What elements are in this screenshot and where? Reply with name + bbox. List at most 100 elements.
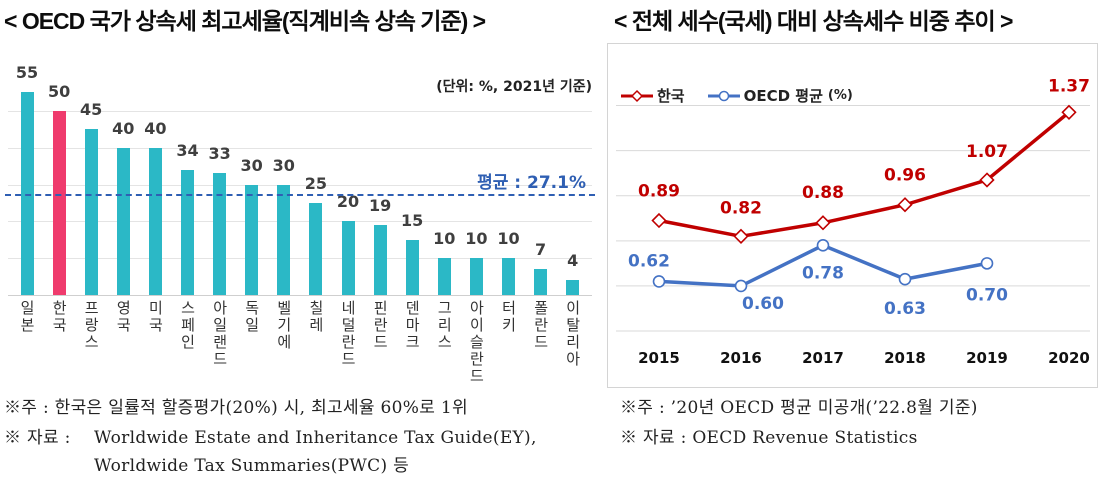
tax-rate-bar bbox=[405, 239, 419, 295]
bar-value-label: 33 bbox=[208, 144, 231, 164]
average-line bbox=[5, 194, 595, 197]
top-tax-rate-bar-chart: (단위: %, 2021년 기준) 평균 : 27.1% 55 일본 50 한국 45 프… bbox=[0, 43, 600, 393]
korea-value-label: 0.96 bbox=[884, 166, 926, 186]
oecd-value-label: 0.70 bbox=[966, 285, 1008, 305]
tax-rate-bar bbox=[181, 169, 194, 295]
korea-point-marker bbox=[1061, 104, 1077, 120]
oecd-point-marker bbox=[898, 272, 912, 286]
tax-rate-bar bbox=[84, 129, 98, 295]
bar-value-label: 50 bbox=[47, 81, 71, 101]
tax-rate-bar bbox=[116, 147, 130, 295]
korea-point-marker bbox=[979, 172, 995, 188]
oecd-value-label: 0.60 bbox=[742, 294, 784, 314]
bar-value-label: 55 bbox=[15, 63, 39, 83]
year-tick-label: 2020 bbox=[1048, 349, 1090, 367]
year-tick-label: 2019 bbox=[966, 349, 1008, 367]
circle-line-swatch-icon bbox=[707, 90, 740, 101]
tax-rate-bar bbox=[309, 202, 323, 295]
bar-value-label: 15 bbox=[401, 210, 424, 230]
country-label: 미국 bbox=[146, 300, 165, 334]
tax-rate-bar bbox=[341, 221, 355, 295]
country-label: 터키 bbox=[499, 300, 518, 334]
country-label: 이탈리아 bbox=[563, 300, 582, 368]
tax-rate-bar bbox=[20, 92, 34, 295]
tax-rate-bar bbox=[52, 110, 66, 295]
gridline bbox=[8, 221, 592, 222]
right-chart-title: < 전체 세수(국세) 대비 상속세수 비중 추이 > bbox=[614, 8, 1013, 34]
country-label: 일본 bbox=[18, 300, 36, 334]
bar-value-label: 25 bbox=[304, 173, 328, 193]
source-line-1: Worldwide Estate and Inheritance Tax Gui… bbox=[94, 428, 537, 448]
bar-value-label: 30 bbox=[240, 155, 263, 175]
oecd-value-label: 0.63 bbox=[884, 299, 926, 319]
bar-value-label: 4 bbox=[567, 251, 579, 271]
country-label: 벨기에 bbox=[274, 300, 293, 351]
bar-value-label: 10 bbox=[497, 229, 520, 249]
country-label: 칠레 bbox=[306, 300, 325, 334]
country-label: 독일 bbox=[242, 300, 261, 334]
korea-value-label: 1.07 bbox=[966, 142, 1008, 162]
legend-label-oecd: OECD 평균 bbox=[743, 87, 823, 105]
bar-value-label: 7 bbox=[535, 240, 547, 260]
bar-value-label: 30 bbox=[272, 155, 295, 175]
left-chart-title: < OECD 국가 상속세 최고세율(직계비속 상속 기준) > bbox=[4, 8, 486, 34]
oecd-value-label: 0.62 bbox=[628, 251, 670, 271]
bar-value-label: 20 bbox=[336, 192, 360, 212]
oecd-point-marker bbox=[734, 279, 748, 293]
tax-share-line-chart: 0.89 0.82 0.88 0.96 1.07 1.37 0.62 0.60 0.78 0.63… bbox=[607, 43, 1098, 388]
tax-rate-bar bbox=[213, 173, 227, 295]
oecd-point-marker bbox=[980, 257, 994, 270]
year-tick-label: 2016 bbox=[720, 349, 762, 367]
year-tick-label: 2017 bbox=[802, 349, 844, 367]
tax-rate-bar bbox=[502, 258, 515, 295]
left-footnote-source: ※ 자료 : Worldwide Estate and Inheritance … bbox=[4, 427, 602, 449]
country-label: 스페인 bbox=[178, 300, 197, 351]
source-prefix: ※ 자료 : bbox=[4, 428, 71, 448]
legend-label-korea: 한국 bbox=[657, 87, 685, 105]
left-footnote-note: ※주 : 한국은 일률적 할증평가(20%) 시, 최고세율 60%로 1위 bbox=[4, 398, 468, 418]
tax-rate-bar bbox=[437, 258, 451, 295]
korea-point-marker bbox=[815, 215, 831, 231]
legend-item-oecd: OECD 평균 (%) bbox=[707, 85, 853, 106]
korea-value-label: 1.37 bbox=[1048, 76, 1090, 96]
korea-point-marker bbox=[733, 228, 749, 244]
tax-rate-bar bbox=[148, 147, 162, 295]
diamond-line-swatch-icon bbox=[621, 89, 653, 102]
korea-value-label: 0.82 bbox=[720, 198, 762, 218]
bar-value-label: 40 bbox=[144, 118, 167, 138]
korea-value-label: 0.89 bbox=[638, 182, 680, 202]
tax-rate-bar bbox=[277, 184, 291, 295]
country-label: 아이슬란드 bbox=[467, 300, 486, 385]
country-label: 핀란드 bbox=[371, 300, 390, 351]
country-label: 덴마크 bbox=[403, 300, 422, 351]
gridline bbox=[8, 111, 592, 112]
korea-series-line bbox=[658, 110, 1071, 239]
bar-value-label: 40 bbox=[112, 118, 135, 138]
line-chart-plot: 0.89 0.82 0.88 0.96 1.07 1.37 0.62 0.60 0.78 0.63… bbox=[616, 76, 1090, 367]
bar-value-label: 10 bbox=[465, 229, 488, 249]
legend-unit: (%) bbox=[827, 88, 853, 103]
korea-point-marker bbox=[897, 197, 913, 213]
unit-note: (단위: %, 2021년 기준) bbox=[436, 79, 592, 95]
right-footnote-note: ※주 : ’20년 OECD 평균 미공개(’22.8월 기준) bbox=[620, 398, 978, 418]
bar-value-label: 10 bbox=[433, 229, 456, 249]
bar-value-label: 45 bbox=[80, 100, 103, 120]
year-tick-label: 2018 bbox=[884, 349, 926, 367]
tax-rate-bar bbox=[566, 280, 580, 295]
right-footnote-source: ※ 자료 : OECD Revenue Statistics bbox=[620, 428, 918, 448]
year-tick-label: 2015 bbox=[638, 349, 680, 367]
oecd-point-marker bbox=[652, 275, 666, 288]
legend-item-korea: 한국 bbox=[620, 85, 685, 106]
legend: 한국 OECD 평균 (%) bbox=[620, 85, 875, 106]
country-label: 네덜란드 bbox=[339, 300, 357, 368]
country-label: 폴란드 bbox=[531, 300, 550, 351]
oecd-point-marker bbox=[816, 239, 830, 252]
source-line-2: Worldwide Tax Summaries(PWC) 등 bbox=[94, 456, 410, 476]
gridline bbox=[8, 258, 592, 259]
country-label: 그리스 bbox=[435, 300, 454, 351]
country-label: 한국 bbox=[50, 300, 69, 334]
bar-value-label: 19 bbox=[368, 196, 392, 216]
tax-rate-bar bbox=[469, 258, 483, 295]
oecd-value-label: 0.78 bbox=[802, 263, 844, 283]
